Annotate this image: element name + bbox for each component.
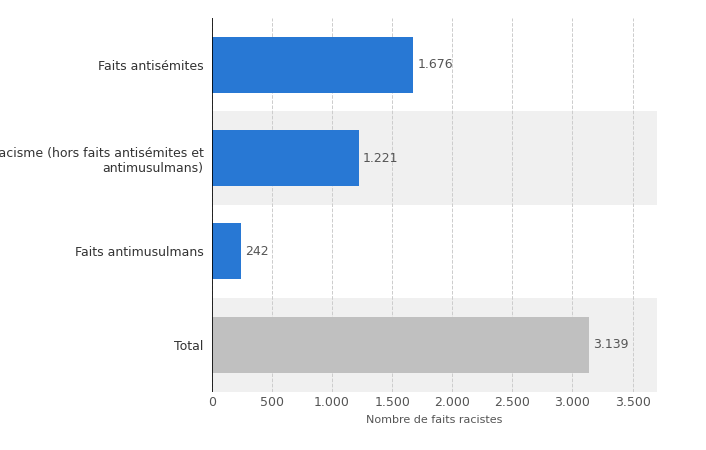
Bar: [212, 18, 657, 112]
Text: 3.139: 3.139: [593, 338, 629, 351]
Bar: [212, 317, 589, 373]
Bar: [212, 36, 413, 93]
Bar: [212, 130, 359, 186]
Bar: [212, 205, 657, 298]
Text: 1.221: 1.221: [363, 152, 398, 165]
Bar: [212, 112, 657, 205]
Bar: [212, 298, 657, 392]
X-axis label: Nombre de faits racistes: Nombre de faits racistes: [366, 415, 503, 425]
Bar: [212, 223, 241, 279]
Text: 1.676: 1.676: [417, 58, 453, 71]
Text: 242: 242: [245, 245, 269, 258]
